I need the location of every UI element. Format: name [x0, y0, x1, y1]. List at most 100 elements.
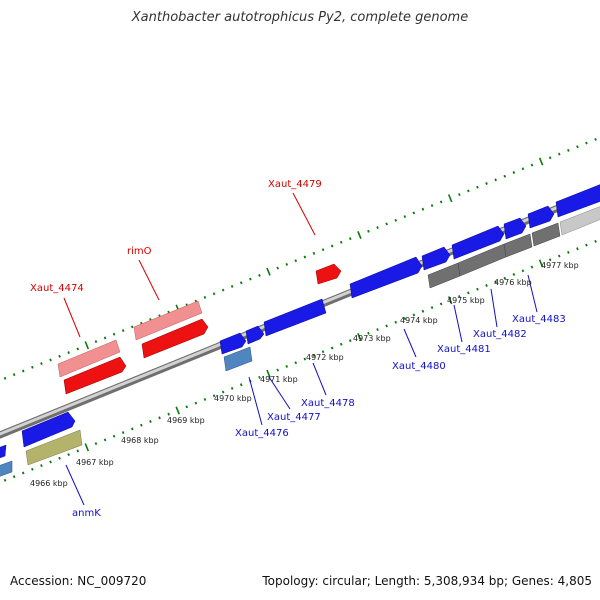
gene-feature-blue-right-1[interactable] [527, 205, 555, 229]
accession-text: Accession: NC_009720 [10, 574, 147, 588]
gene-feature-lightgray[interactable] [559, 205, 600, 236]
inner-ring-major-tick [357, 332, 362, 342]
outer-ring-minor-tick [585, 141, 588, 145]
outer-ring-minor-tick [421, 207, 425, 211]
inner-ring-minor-tick [76, 449, 80, 453]
gene-label-xaut-4474: Xaut_4474 [30, 283, 84, 294]
gene-feature-rimo-dark[interactable] [141, 318, 209, 359]
inner-ring-minor-tick [185, 405, 189, 409]
outer-ring-minor-tick [594, 137, 597, 141]
outer-ring-minor-tick [430, 204, 434, 208]
gene-feature-xaut-4476-blue[interactable] [219, 332, 247, 355]
gene-label-xaut-4481: Xaut_4481 [437, 344, 491, 355]
gene-feature-xaut-4479[interactable] [315, 263, 342, 285]
gene-feature-xaut-4474-light[interactable] [57, 339, 121, 378]
gene-feature-xaut-4483-blue[interactable] [503, 217, 527, 240]
gene-feature-gray-3[interactable] [503, 233, 533, 258]
inner-ring-minor-tick [585, 243, 588, 247]
outer-ring-minor-tick [576, 145, 579, 149]
outer-ring-minor-tick [249, 277, 252, 281]
gene-feature-xaut-4477[interactable] [245, 325, 265, 345]
outer-ring-minor-tick [476, 185, 479, 189]
outer-ring-minor-tick [312, 251, 316, 255]
gene-feature-xaut-4474-dark[interactable] [63, 356, 127, 395]
outer-ring-minor-tick [94, 340, 98, 344]
outer-ring-major-tick [357, 230, 362, 240]
outer-ring-minor-tick [112, 332, 116, 336]
inner-ring-minor-tick [394, 320, 398, 324]
outer-ring-major-tick [266, 267, 271, 276]
gene-label-xaut-4478: Xaut_4478 [301, 398, 355, 409]
outer-ring-minor-tick [503, 174, 507, 178]
gene-feature-anmk[interactable] [25, 429, 83, 466]
inner-ring-minor-tick [430, 306, 434, 310]
outer-ring-minor-tick [49, 358, 52, 362]
outer-ring-minor-tick [76, 347, 80, 351]
gene-feature-gray-4[interactable] [531, 222, 561, 247]
inner-ring-minor-tick [112, 434, 116, 438]
gene-feature-rimo-light[interactable] [133, 300, 203, 341]
outer-ring-minor-tick [130, 325, 134, 329]
outer-ring-minor-tick [348, 237, 352, 241]
outer-ring-minor-tick [230, 284, 234, 288]
outer-ring-minor-tick [521, 167, 525, 171]
inner-ring-minor-tick [567, 250, 570, 254]
scale-label: 4966 kbp [30, 479, 68, 488]
outer-ring-minor-tick [203, 295, 207, 299]
inner-ring-minor-tick [576, 247, 579, 251]
inner-ring-minor-tick [258, 375, 261, 379]
inner-ring-minor-tick [203, 397, 207, 401]
gene-label-xaut-4483: Xaut_4483 [512, 314, 566, 325]
inner-ring-minor-tick [194, 401, 198, 405]
outer-ring-minor-tick [294, 259, 298, 263]
inner-ring-minor-tick [503, 276, 507, 280]
gene-feature-xaut-4482-blue[interactable] [451, 225, 505, 260]
inner-ring-minor-tick [321, 350, 325, 354]
inner-ring-minor-tick [239, 383, 243, 387]
inner-ring-minor-tick [67, 453, 70, 457]
outer-ring-minor-tick [31, 365, 34, 369]
inner-ring-minor-tick [58, 456, 61, 460]
figure-title: Xanthobacter autotrophicus Py2, complete… [131, 10, 469, 25]
scale-labels: 4966 kbp 4967 kbp 4968 kbp 4969 kbp 4970… [30, 261, 579, 488]
inner-ring-minor-tick [276, 368, 279, 372]
inner-ring-minor-tick [130, 427, 134, 431]
outer-ring-minor-tick [67, 351, 70, 355]
outer-ring-minor-tick [367, 229, 370, 233]
gene-feature-xaut-4478[interactable] [263, 298, 327, 337]
outer-ring-minor-tick [467, 189, 470, 193]
outer-ring-minor-tick [376, 226, 379, 230]
gene-feature-blue-1[interactable] [21, 411, 76, 448]
gene-feature-xaut-4480[interactable] [349, 256, 423, 299]
inner-ring-minor-tick [149, 420, 152, 423]
scale-label: 4968 kbp [121, 436, 159, 445]
inner-ring-minor-tick [212, 394, 216, 398]
inner-ring-minor-tick [476, 287, 479, 291]
gene-feature-left-edge-steelblue[interactable] [0, 460, 13, 477]
scale-label: 4970 kbp [214, 394, 252, 403]
gene-label-xaut-4476: Xaut_4476 [235, 428, 289, 439]
gene-feature-blue-right-2[interactable] [555, 183, 600, 218]
outer-ring-minor-tick [557, 152, 561, 156]
genome-summary-text: Topology: circular; Length: 5,308,934 bp… [262, 574, 592, 588]
inner-ring-minor-tick [303, 357, 307, 361]
inner-ring-minor-tick [376, 328, 379, 332]
inner-ring-minor-tick [330, 346, 334, 350]
inner-ring-minor-tick [385, 324, 388, 328]
gene-feature-xaut-4481-blue[interactable] [421, 246, 451, 271]
outer-ring-minor-tick [412, 211, 416, 215]
inner-ring-minor-tick [21, 471, 25, 475]
outer-ring-minor-tick [494, 178, 497, 182]
gene-feature-left-edge-blue[interactable] [0, 444, 7, 459]
gene-feature-xaut-4476-steel[interactable] [223, 346, 253, 372]
outer-ring-minor-tick [512, 171, 516, 174]
outer-ring-major-tick [538, 157, 544, 166]
outer-ring-minor-tick [330, 244, 334, 248]
scale-label: 4973 kbp [353, 334, 391, 343]
scale-label: 4969 kbp [167, 416, 205, 425]
inner-ring-minor-tick [367, 331, 370, 335]
inner-ring-minor-tick [312, 353, 316, 357]
inner-ring-minor-tick [31, 467, 34, 471]
inner-ring-minor-tick [530, 265, 534, 269]
